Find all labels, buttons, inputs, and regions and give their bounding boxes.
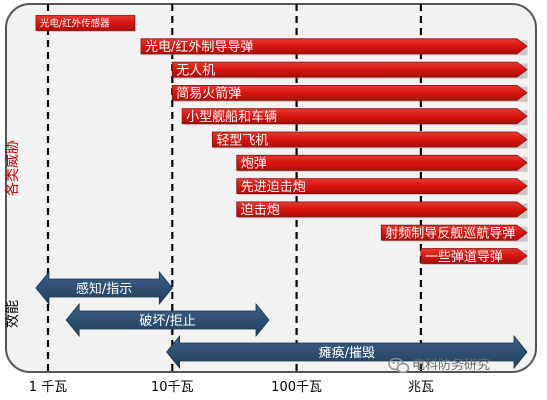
threat-bar: 光电/红外制导导弹 — [140, 38, 528, 56]
threat-bar-rect — [380, 224, 528, 241]
threat-bar: 先进迫击炮 — [236, 178, 528, 196]
threat-bar: 炮弹 — [236, 154, 528, 172]
threat-bar-label: 射频制导反舰巡航导弹 — [385, 226, 515, 242]
threat-bar: 简易火箭弹 — [171, 85, 528, 102]
threat-bar-rect — [35, 15, 136, 31]
threat-bar-label: 光电/红外传感器 — [40, 18, 110, 30]
threat-bar: 射频制导反舰巡航导弹 — [380, 224, 528, 242]
effect-arrow-label: 破坏/拒止 — [139, 314, 195, 329]
effects-axis-label: 效能 — [5, 300, 21, 328]
threat-bar-label: 迫击炮 — [241, 203, 280, 218]
effect-arrow-shape — [35, 270, 173, 306]
threat-bar-label: 简易火箭弹 — [176, 86, 241, 102]
threat-bar-rect — [420, 248, 528, 264]
threat-bar-rect — [140, 38, 528, 55]
watermark-text: 电科防务研究 — [412, 357, 490, 373]
threat-bar-label: 小型舰船和车辆 — [186, 109, 277, 125]
x-tick-label: 兆瓦 — [408, 380, 434, 395]
threat-bar: 迫击炮 — [236, 201, 528, 219]
threat-bar-rect — [171, 61, 528, 78]
threat-bar-rect — [171, 85, 528, 101]
x-tick-labels: 1 千瓦 10千瓦 100千瓦 兆瓦 — [29, 380, 434, 395]
threat-bar-label: 无人机 — [176, 63, 215, 78]
wechat-icon — [388, 357, 410, 374]
threat-bar: 小型舰船和车辆 — [181, 108, 528, 126]
effect-arrow: 感知/指示 — [35, 270, 173, 306]
effect-arrow-shape — [65, 302, 270, 338]
x-tick-label: 1 千瓦 — [29, 380, 67, 395]
threat-bar-label: 先进迫击炮 — [241, 180, 306, 195]
threat-bar: 轻型飞机 — [211, 131, 528, 149]
effect-arrow-label: 瘫痪/摧毁 — [319, 345, 375, 361]
threat-bar-label: 炮弹 — [241, 157, 267, 172]
threat-bar-label: 光电/红外制导导弹 — [145, 39, 253, 55]
watermark: 电科防务研究 — [388, 357, 490, 374]
effect-arrow: 瘫痪/摧毁 — [166, 334, 528, 370]
threat-bar-label: 一些弹道导弹 — [425, 250, 503, 265]
effect-arrow-shape — [166, 334, 528, 370]
threat-bar-rect — [236, 154, 528, 171]
threats-axis-label: 各类威胁 — [5, 140, 21, 196]
x-tick-label: 100千瓦 — [271, 380, 322, 395]
threat-bar-rect — [181, 108, 528, 125]
threat-bar-rect — [211, 131, 528, 148]
threat-bar: 一些弹道导弹 — [420, 248, 528, 265]
threat-bar-label: 轻型飞机 — [216, 133, 268, 148]
threat-bars: 光电/红外传感器光电/红外制导导弹无人机简易火箭弹小型舰船和车辆轻型飞机炮弹先进… — [35, 15, 528, 265]
threat-bar: 无人机 — [171, 61, 528, 79]
threat-bar-rect — [236, 178, 528, 194]
effect-arrow: 破坏/拒止 — [65, 302, 270, 338]
x-tick-label: 10千瓦 — [151, 380, 194, 395]
threat-bar: 光电/红外传感器 — [35, 15, 136, 32]
effect-arrow-label: 感知/指示 — [76, 281, 132, 297]
threat-bar-rect — [236, 201, 528, 218]
